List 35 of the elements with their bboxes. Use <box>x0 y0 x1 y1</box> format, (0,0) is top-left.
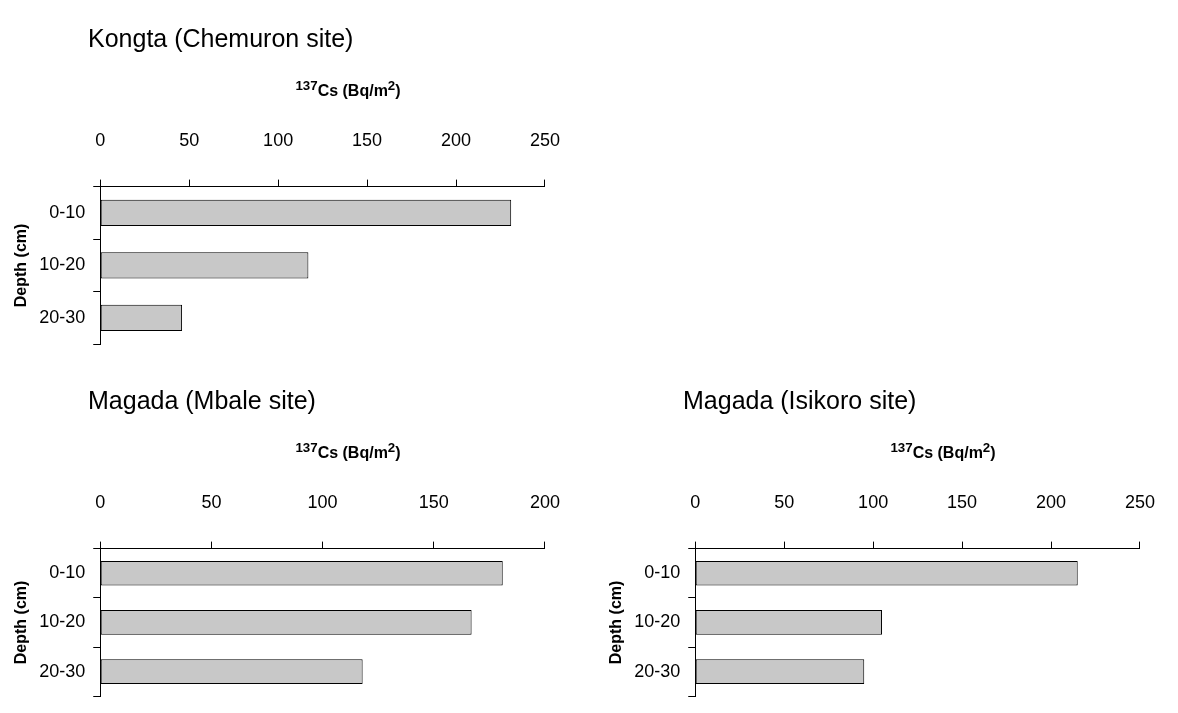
x-tick-label: 250 <box>1124 491 1156 512</box>
x-tick-label: 100 <box>307 491 338 512</box>
y-axis-title: Depth (cm) <box>12 580 30 665</box>
y-tick-label: 20-30 <box>39 306 86 327</box>
x-tick-label: 200 <box>529 491 561 512</box>
x-tick-label: 200 <box>441 129 472 150</box>
chart-title: Kongta (Chemuron site) <box>88 24 354 53</box>
x-tick-label: 0 <box>690 491 701 512</box>
x-tick-label: 0 <box>95 491 106 512</box>
x-tick-label: 100 <box>858 491 889 512</box>
x-axis-title: $^{137}$Cs (Bq/m$^{2}$) <box>889 440 997 463</box>
x-tick-label: 200 <box>1036 491 1067 512</box>
x-tick-label: 50 <box>774 491 795 512</box>
y-tick-label: 10-20 <box>39 611 86 632</box>
y-tick-label: 0-10 <box>644 562 681 583</box>
x-tick-label: 150 <box>947 491 978 512</box>
x-tick-label: 100 <box>263 129 294 150</box>
y-tick-label: 0-10 <box>49 201 86 222</box>
chart-title: Magada (Mbale site) <box>88 386 316 415</box>
chart-title: Magada (Isikoro site) <box>683 386 917 415</box>
y-tick-label: 20-30 <box>39 660 86 681</box>
y-axis-title: Depth (cm) <box>607 580 625 665</box>
x-axis-title: $^{137}$Cs (Bq/m$^{2}$) <box>294 78 402 101</box>
x-tick-label: 50 <box>201 491 222 512</box>
y-tick-label: 0-10 <box>49 562 86 583</box>
x-axis-title: $^{137}$Cs (Bq/m$^{2}$) <box>294 440 402 463</box>
y-tick-label: 10-20 <box>39 254 86 275</box>
y-axis-title: Depth (cm) <box>12 223 30 308</box>
x-tick-label: 250 <box>529 129 561 150</box>
y-tick-label: 20-30 <box>634 660 681 681</box>
x-tick-label: 150 <box>418 491 449 512</box>
x-tick-label: 0 <box>95 129 106 150</box>
y-tick-label: 10-20 <box>634 611 681 632</box>
x-tick-label: 50 <box>179 129 200 150</box>
x-tick-label: 150 <box>352 129 383 150</box>
